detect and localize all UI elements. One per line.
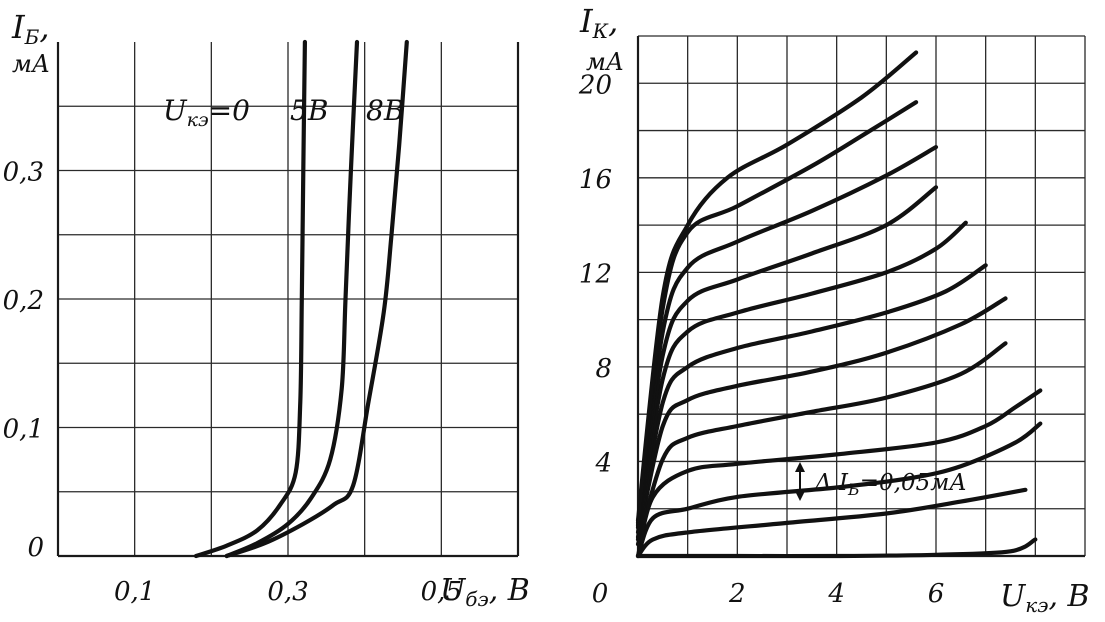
left-legend-8v: 8В: [366, 94, 404, 127]
right-y-tick-2: 12: [579, 259, 612, 289]
right-y-tick-1: 8: [595, 354, 612, 384]
left-legend-prefix: Uкэ=0: [163, 94, 250, 131]
right-grid: [636, 35, 1086, 558]
right-x-tick-1: 2: [728, 579, 746, 609]
right-series-4-line: [635, 341, 1008, 547]
right-series-6-line: [635, 263, 988, 540]
right-x-axis-label: Uкэ, В: [1000, 579, 1090, 617]
right-y-tick-3: 16: [579, 165, 612, 195]
delta-ib-annotation: Δ IБ=0,05мА: [814, 470, 967, 499]
left-y-tick-1: 0,1: [3, 415, 44, 445]
left-x-tick-1: 0,3: [267, 577, 308, 607]
right-series-2-line: [635, 421, 1043, 559]
right-x-tick-0: 0: [592, 579, 609, 609]
right-series-7-line: [635, 220, 968, 535]
right-y-tick-4: 20: [578, 70, 612, 100]
right-series-11-line: [635, 50, 919, 523]
right-x-tick-3: 6: [928, 579, 945, 609]
delta-ib-arrow: [795, 462, 805, 501]
left-y-axis-unit: мА: [12, 50, 50, 78]
right-series-8-line: [635, 185, 939, 530]
left-y-tick-3: 0,3: [3, 158, 44, 188]
left-legend-5v: 5В: [290, 94, 328, 127]
left-grid: [56, 42, 520, 558]
left-y-tick-2: 0,2: [3, 286, 44, 316]
output-characteristics-chart: 0 2 4 6 4 8 12 16 20 IК, мА Δ IБ=0,05мА Uкэ, В: [578, 2, 1090, 617]
right-curves: [635, 50, 1043, 559]
left-series-2-line: [224, 39, 409, 559]
right-series-0-line: [635, 537, 1038, 559]
left-y-tick-0: 0: [27, 533, 44, 563]
right-y-tick-0: 4: [594, 448, 612, 478]
right-series-1-line: [635, 487, 1028, 559]
left-tick-labels: 0,1 0,3 0,5 0 0,1 0,2 0,3: [3, 158, 462, 608]
right-series-5-line: [635, 296, 1008, 542]
right-series-9-line: [635, 145, 939, 528]
left-x-axis-label: Uбэ, В: [440, 573, 530, 611]
left-y-axis-label: IБ,: [11, 8, 50, 49]
right-series-3-line: [635, 388, 1043, 559]
left-x-tick-0: 0,1: [114, 577, 155, 607]
right-tick-labels: 0 2 4 6 4 8 12 16 20: [578, 70, 944, 609]
left-x-tick-2: 0,5: [421, 577, 462, 607]
left-series-0-line: [193, 39, 307, 559]
input-characteristics-chart: 0,1 0,3 0,5 0 0,1 0,2 0,3 IБ, мА Uкэ=0 5В 8В U…: [3, 8, 530, 611]
right-x-tick-2: 4: [827, 579, 845, 609]
left-series-1-line: [224, 39, 360, 559]
right-y-axis-label: IК,: [579, 2, 618, 43]
left-curves: [193, 39, 409, 559]
right-y-axis-unit: мА: [586, 48, 624, 76]
